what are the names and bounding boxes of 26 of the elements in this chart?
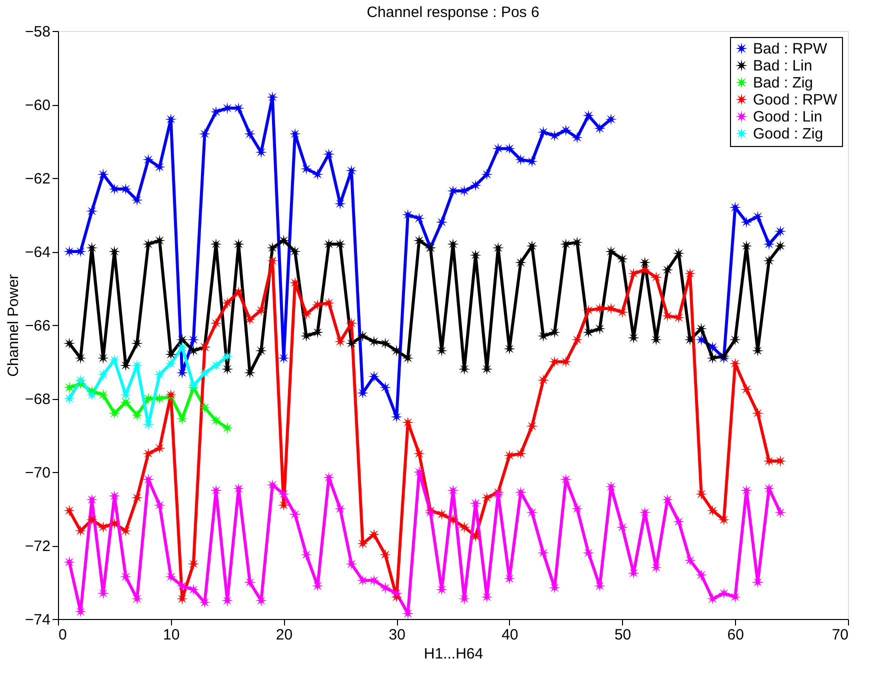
y-tick-label: −70	[25, 464, 50, 482]
y-tick-label: −74	[25, 612, 50, 628]
x-tick-label: 70	[832, 626, 848, 644]
x-tick-label: 40	[502, 626, 518, 644]
y-axis-title: Channel Power	[5, 274, 22, 377]
x-axis-title: H1...H64	[424, 646, 484, 662]
y-tick-label: −72	[25, 538, 50, 555]
x-tick-label: 50	[614, 626, 632, 644]
legend-label: Bad : RPW	[753, 40, 828, 58]
chart-title: Channel response : Pos 6	[366, 4, 540, 21]
y-tick-label: −58	[25, 24, 50, 40]
y-tick-label: −64	[25, 244, 50, 261]
legend-label: Good : Zig	[753, 126, 824, 142]
x-tick-label: 0	[58, 626, 67, 644]
x-tick-label: 30	[388, 626, 406, 644]
legend-label: Bad : Lin	[753, 58, 812, 74]
y-tick-label: −66	[25, 318, 50, 334]
y-tick-label: −62	[25, 170, 50, 188]
legend-label: Bad : Zig	[753, 74, 814, 92]
x-tick-label: 20	[276, 626, 293, 644]
y-tick-label: −60	[25, 97, 50, 114]
legend-label: Good : Lin	[753, 108, 822, 126]
x-tick-label: 10	[163, 626, 180, 644]
x-tick-label: 60	[727, 626, 744, 644]
y-tick-label: −68	[25, 391, 50, 408]
legend-label: Good : RPW	[753, 92, 838, 108]
